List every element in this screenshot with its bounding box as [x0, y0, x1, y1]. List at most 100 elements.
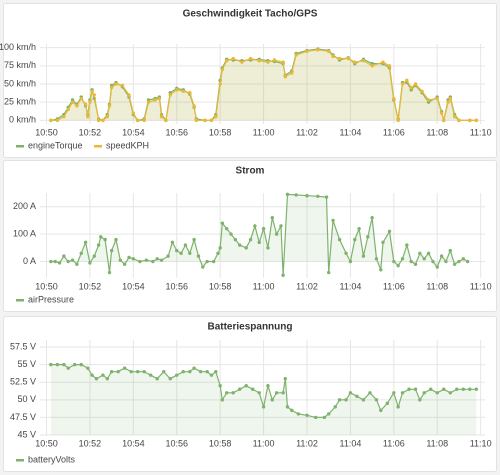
- x-tick-label: 10:52: [79, 438, 102, 448]
- y-tick-label: 0 km/h: [9, 115, 36, 125]
- point: [305, 194, 309, 198]
- point: [211, 259, 216, 264]
- point: [439, 254, 444, 258]
- point: [205, 369, 209, 374]
- point: [474, 118, 479, 123]
- point: [270, 215, 274, 220]
- point: [107, 270, 112, 275]
- x-tick-label: 10:50: [35, 438, 58, 448]
- point: [159, 115, 164, 119]
- point: [279, 224, 283, 228]
- y-tick-label: 55 V: [17, 359, 36, 369]
- point: [316, 194, 320, 198]
- point: [361, 59, 366, 63]
- x-tick-label: 10:58: [209, 127, 232, 137]
- point: [224, 391, 229, 395]
- point: [266, 384, 270, 388]
- point: [105, 115, 109, 119]
- point: [409, 85, 413, 90]
- point: [368, 391, 372, 395]
- point: [107, 104, 112, 108]
- x-tick-label: 11:02: [296, 127, 318, 137]
- x-tick-label: 11:10: [470, 127, 492, 137]
- point: [166, 254, 170, 258]
- point: [240, 60, 244, 64]
- panel: [3, 160, 497, 312]
- point: [337, 237, 342, 242]
- point: [131, 111, 136, 115]
- x-tick-label: 10:56: [165, 438, 188, 448]
- point: [66, 366, 70, 370]
- point: [413, 262, 418, 266]
- point: [92, 93, 96, 97]
- x-tick-label: 11:10: [470, 438, 492, 448]
- point: [209, 373, 214, 377]
- point: [149, 373, 153, 377]
- point: [142, 369, 146, 374]
- point: [155, 377, 159, 381]
- x-tick-label: 10:52: [79, 127, 102, 137]
- x-tick-label: 11:08: [426, 438, 448, 448]
- x-tick-label: 11:00: [253, 127, 275, 137]
- point: [396, 405, 400, 409]
- point: [452, 115, 457, 119]
- point: [109, 369, 114, 374]
- point: [244, 384, 248, 388]
- point: [138, 259, 142, 264]
- point: [79, 362, 83, 367]
- point: [175, 373, 179, 377]
- point: [442, 387, 446, 391]
- point: [88, 100, 92, 104]
- point: [49, 362, 53, 367]
- point: [164, 118, 168, 123]
- point: [73, 362, 77, 367]
- x-tick-label: 10:56: [165, 281, 188, 291]
- point: [238, 387, 242, 391]
- point: [49, 118, 53, 123]
- panel-title: Geschwindigkeit Tacho/GPS: [183, 9, 318, 20]
- point: [337, 56, 342, 61]
- point: [181, 89, 185, 93]
- point: [146, 100, 151, 104]
- point: [422, 391, 426, 395]
- point: [192, 366, 196, 370]
- point: [346, 56, 350, 61]
- point: [361, 398, 366, 402]
- x-tick-label: 10:58: [209, 438, 232, 448]
- point: [214, 369, 218, 374]
- point: [251, 387, 255, 391]
- point: [203, 118, 207, 123]
- point: [344, 398, 348, 402]
- x-tick-label: 11:06: [383, 438, 405, 448]
- x-tick-label: 11:02: [296, 281, 318, 291]
- point: [142, 118, 146, 123]
- point: [448, 248, 452, 253]
- point: [266, 60, 270, 64]
- point: [79, 251, 83, 256]
- point: [220, 221, 225, 225]
- point: [461, 257, 465, 261]
- point: [274, 391, 279, 395]
- point: [90, 89, 94, 93]
- point: [392, 259, 396, 264]
- point: [205, 259, 209, 264]
- y-tick-label: 50 km/h: [4, 78, 36, 88]
- point: [281, 273, 285, 277]
- point: [192, 237, 196, 242]
- point: [94, 377, 99, 381]
- point: [231, 56, 235, 61]
- point: [366, 235, 370, 239]
- point: [55, 362, 60, 367]
- point: [233, 237, 238, 242]
- point: [305, 413, 309, 417]
- area: [50, 49, 477, 121]
- point: [99, 235, 103, 239]
- legend-label: batteryVolts: [28, 454, 76, 464]
- y-tick-label: 50 V: [17, 394, 36, 404]
- point: [90, 373, 94, 377]
- point: [324, 195, 329, 199]
- y-tick-label: 100 km/h: [0, 42, 36, 52]
- point: [468, 387, 472, 391]
- point: [103, 237, 107, 242]
- point: [305, 49, 309, 53]
